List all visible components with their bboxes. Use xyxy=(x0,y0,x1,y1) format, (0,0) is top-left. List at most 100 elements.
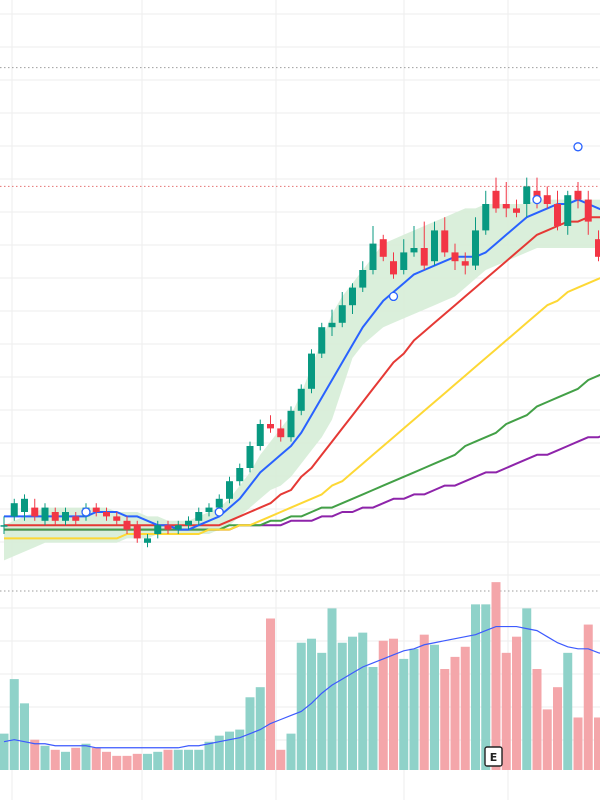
candle xyxy=(277,419,285,442)
volume-bar xyxy=(553,687,562,770)
candle xyxy=(523,177,531,218)
candle xyxy=(205,503,213,517)
candle-body xyxy=(31,507,39,517)
volume-bar xyxy=(491,582,501,770)
candle-body xyxy=(297,388,305,411)
volume-bar xyxy=(399,658,409,770)
signal-marker xyxy=(532,194,542,205)
volume-bars xyxy=(0,582,600,770)
candle xyxy=(482,190,490,235)
candle xyxy=(123,516,131,534)
candle-body xyxy=(595,239,600,257)
candle-body xyxy=(195,512,203,521)
candle xyxy=(349,283,356,314)
candle-body xyxy=(328,322,336,328)
candle xyxy=(195,507,203,526)
candle xyxy=(328,309,336,336)
signal-marker xyxy=(388,291,399,302)
earnings-badge[interactable]: E xyxy=(484,746,503,767)
candle-body xyxy=(420,248,428,266)
volume-bar xyxy=(327,608,337,770)
volume-bar xyxy=(348,636,357,770)
candle xyxy=(236,463,244,486)
volume-bar xyxy=(542,709,552,770)
volume-bar xyxy=(214,735,224,770)
candle xyxy=(369,226,377,275)
volume-bar xyxy=(286,733,296,770)
candle-body xyxy=(502,204,510,209)
candle xyxy=(564,190,572,235)
candle-body xyxy=(451,252,459,262)
candle-body xyxy=(338,305,346,323)
candle xyxy=(267,415,274,433)
candle-body xyxy=(113,516,121,521)
candle-body xyxy=(472,230,479,266)
volume-bar xyxy=(9,679,19,770)
candle xyxy=(554,190,561,231)
volume-bar xyxy=(389,638,398,770)
volume-bar xyxy=(419,634,429,770)
volume-bar xyxy=(194,749,204,770)
volume-bar xyxy=(358,632,368,770)
candle-body xyxy=(92,507,100,512)
candle-body xyxy=(236,468,244,482)
volume-bar xyxy=(30,739,40,770)
candle-body xyxy=(308,353,315,389)
volume-bar xyxy=(532,669,542,770)
volume-bar xyxy=(20,703,29,770)
candle-body xyxy=(482,204,490,231)
volume-bar xyxy=(594,717,600,770)
candle xyxy=(144,534,151,548)
signal-marker xyxy=(81,507,91,517)
candle xyxy=(133,520,141,543)
volume-bar xyxy=(481,604,491,770)
ma-green-line xyxy=(4,373,600,531)
candle xyxy=(584,190,592,235)
candles xyxy=(0,177,600,548)
volume-bar xyxy=(522,608,532,770)
candle xyxy=(359,261,367,292)
candle-body xyxy=(410,248,418,253)
cloud-area xyxy=(4,199,600,561)
candle-body xyxy=(441,230,449,253)
volume-bar xyxy=(409,648,419,770)
candle xyxy=(543,186,551,209)
candle-body xyxy=(523,186,531,204)
volume-bar xyxy=(450,656,460,770)
candle xyxy=(513,199,520,218)
candle-body xyxy=(461,261,469,266)
candle-body xyxy=(349,287,356,306)
volume-bar xyxy=(91,747,101,770)
volume-bar xyxy=(307,638,316,770)
candle-body xyxy=(0,525,8,527)
candle xyxy=(472,217,479,270)
candle xyxy=(287,406,295,442)
candle xyxy=(431,221,438,266)
candle-body xyxy=(154,525,162,534)
candle xyxy=(92,503,100,517)
candle xyxy=(297,384,305,416)
volume-bar xyxy=(440,669,450,770)
candle-body xyxy=(543,195,551,204)
candle-body xyxy=(164,525,172,530)
volume-bar xyxy=(460,646,470,770)
candle xyxy=(400,239,408,275)
moving-averages xyxy=(4,198,600,540)
volume-bar xyxy=(143,753,152,770)
volume-bar xyxy=(501,652,511,770)
candle xyxy=(62,507,69,526)
candle-body xyxy=(267,424,274,429)
candle xyxy=(390,252,397,279)
candle-body xyxy=(574,190,582,200)
candle-body xyxy=(51,512,59,521)
volume-bar xyxy=(368,666,378,770)
signal-markers xyxy=(81,142,583,517)
volume-bar xyxy=(255,687,265,770)
volume-bar xyxy=(296,642,306,770)
volume-bar xyxy=(235,729,245,770)
candle xyxy=(318,322,326,358)
candle xyxy=(174,520,182,534)
candle xyxy=(164,520,172,534)
candle-body xyxy=(226,481,233,499)
